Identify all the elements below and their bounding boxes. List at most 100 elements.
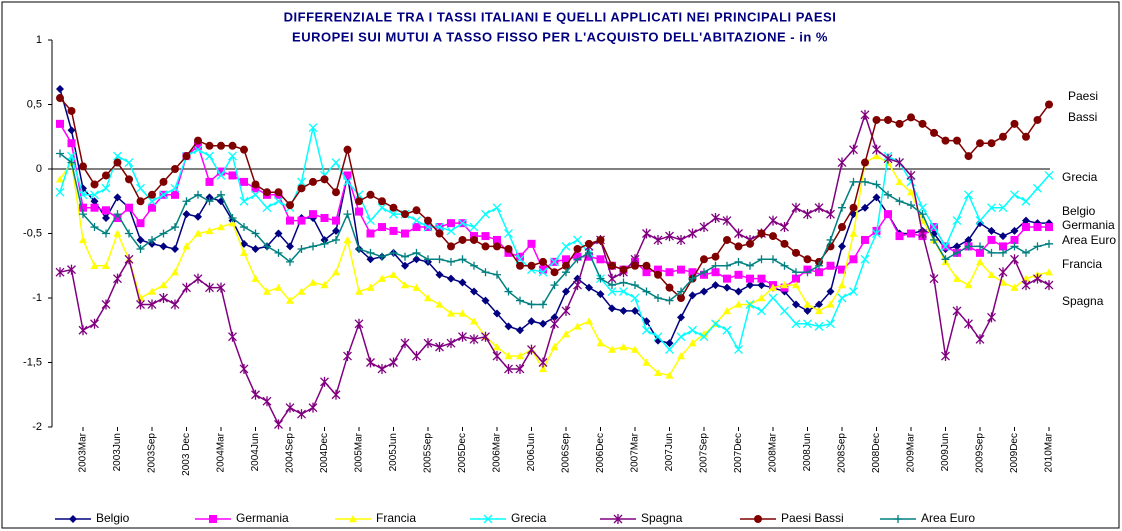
point [469,334,479,345]
point [884,210,892,219]
y-tick-label: 0 [36,163,42,175]
point [631,261,639,270]
point [723,306,731,315]
point [653,234,663,245]
point [400,338,410,349]
point [124,158,134,168]
point [872,152,881,160]
point [470,317,478,325]
point [320,214,329,223]
point [585,317,593,325]
point [964,318,973,329]
point [573,255,582,264]
x-tick-label: 2006Sep [561,433,572,473]
x-tick-label: 2007Jun [664,433,675,471]
y-tick-label: -1 [32,292,42,304]
point [539,265,547,274]
point [872,144,881,155]
point [446,338,456,349]
point [470,235,478,244]
point [102,206,110,215]
point [171,190,179,199]
point [308,123,318,133]
point [481,209,490,219]
point [654,368,662,377]
point [504,352,513,360]
point [791,202,801,213]
point [861,177,869,186]
point [642,358,651,366]
point [182,242,191,250]
chart-title: DIFFERENZIALE TRA I TASSI ITALIANI E QUE… [284,9,837,24]
x-tick-label: 2005Mar [354,432,365,472]
point [159,190,168,200]
point [193,273,203,284]
point [309,210,317,219]
point [516,261,524,270]
point [159,177,168,186]
legend-marker [754,515,762,523]
point [757,294,766,302]
point [447,242,455,251]
point [251,389,260,400]
point [861,235,869,244]
point [642,325,651,335]
point [251,274,260,282]
point [251,229,260,238]
point [366,190,375,199]
point [424,216,432,225]
point [515,363,525,374]
series-end-label: Germania [1062,218,1115,232]
point [492,203,502,213]
point [768,293,778,303]
point [286,296,294,304]
point [884,190,892,199]
point [930,235,938,244]
point [654,294,662,302]
point [102,171,110,180]
point [55,267,65,278]
x-tick-label: 2008Jun [802,433,813,471]
point [964,242,973,251]
point [999,278,1007,286]
point [504,322,513,331]
point [412,248,421,257]
y-tick-label: -0,5 [23,227,42,239]
point [170,183,180,193]
point [182,152,191,161]
point [205,177,214,186]
point [136,197,145,206]
point [998,203,1008,213]
point [320,175,329,184]
point [228,141,237,150]
point [297,216,306,225]
point [608,261,616,270]
point [573,322,582,330]
point [987,226,996,235]
point [1010,190,1019,200]
point [711,281,720,290]
point [251,190,260,200]
point [665,339,674,348]
point [378,197,386,206]
point [907,113,915,122]
point [343,210,352,219]
point [918,119,927,128]
point [366,357,375,368]
point [171,244,179,253]
legend-marker [69,515,77,523]
point [562,261,570,270]
point [596,255,605,264]
point [780,222,789,233]
point [262,396,272,407]
x-tick-label: 2003Mar [78,432,89,472]
point [412,255,421,264]
point [366,283,375,291]
point [849,255,858,264]
chart-title: EUROPEI SUI MUTUI A TASSO FISSO PER L'AC… [292,29,828,44]
point [711,213,720,224]
point [826,209,835,220]
point [550,313,559,322]
x-tick-label: 2009Jun [940,433,951,471]
